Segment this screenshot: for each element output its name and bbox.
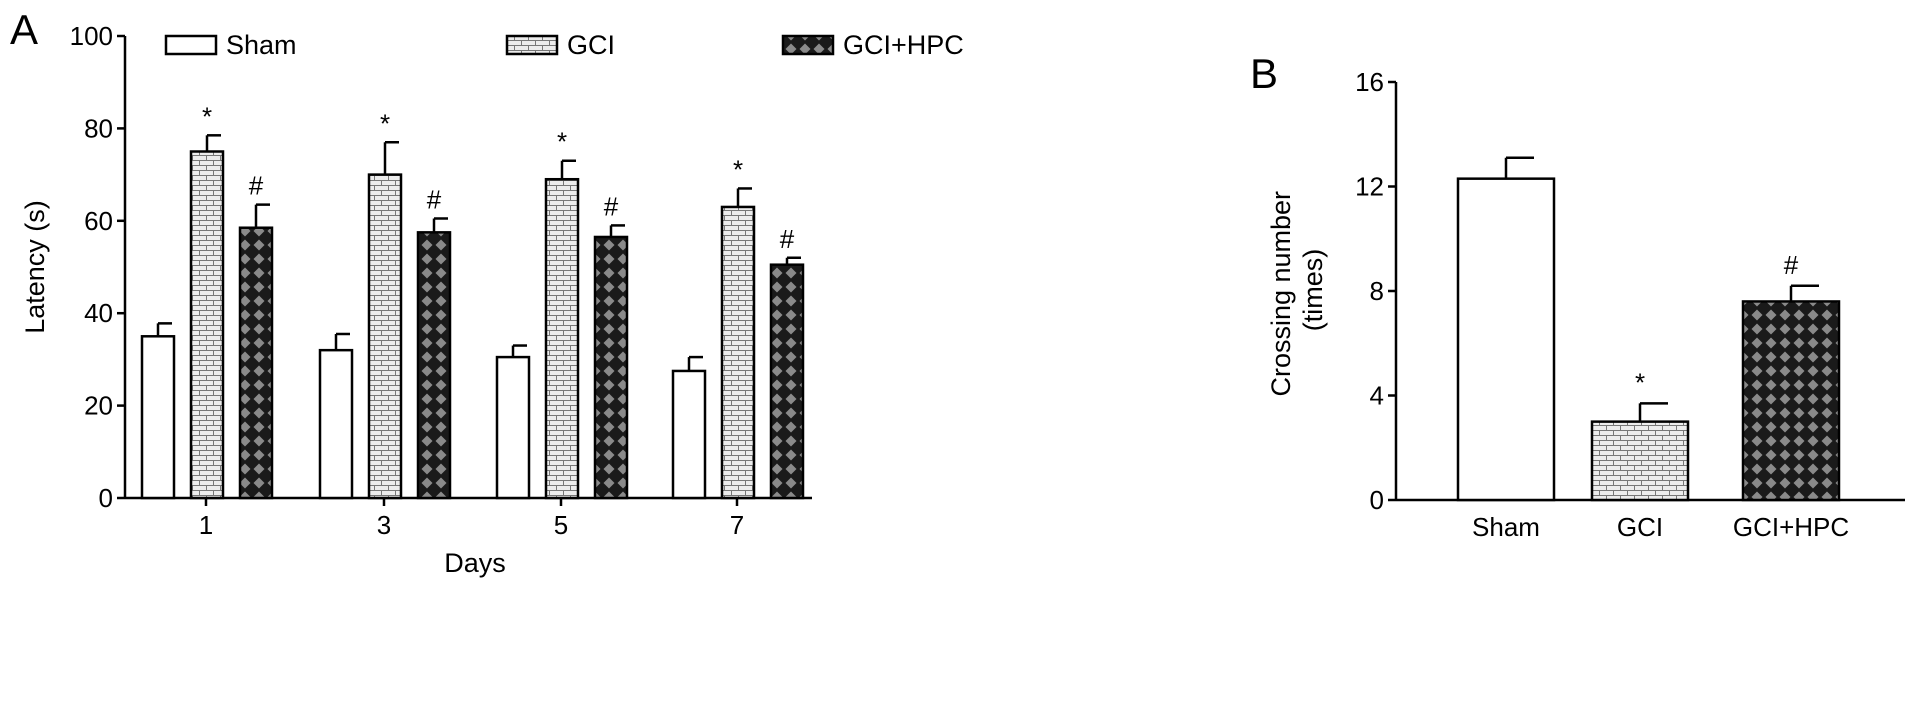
panel-b-y-tick-label: 8 — [1370, 276, 1384, 306]
panel-b-bar-gci — [1590, 420, 1690, 502]
bar-sham-day-3 — [318, 348, 354, 500]
panel-b-y-tick-label: 4 — [1370, 381, 1384, 411]
bar-sham-day-5 — [495, 355, 531, 500]
panel-a-x-tick-label: 1 — [199, 510, 213, 540]
panel-b-x-tick-label: GCI — [1617, 512, 1663, 542]
significance-mark: # — [780, 224, 795, 254]
panel-b-y-tick-label: 12 — [1355, 172, 1384, 202]
panel-b-y-axis-label: Crossing number (times) — [1266, 183, 1328, 396]
bar-gci-hpc-day-3 — [416, 231, 452, 500]
legend-label-sham: Sham — [226, 30, 297, 60]
bar-gci-hpc-day-7 — [769, 263, 805, 500]
panel-b-x-tick-label: GCI+HPC — [1733, 512, 1849, 542]
panel-a-bars: * # * # * # * # — [140, 101, 805, 500]
significance-mark: * — [380, 108, 390, 138]
legend-label-gci-hpc: GCI+HPC — [843, 30, 964, 60]
bar-gci-day-1 — [189, 150, 225, 500]
panel-b-y-tick-label: 0 — [1370, 485, 1384, 515]
panel-a-x-tick-label: 7 — [730, 510, 744, 540]
legend-swatch-sham — [164, 34, 218, 56]
panel-b-letter: B — [1250, 50, 1278, 97]
panel-b-bar-sham — [1456, 177, 1556, 502]
panel-a-y-axis-label: Latency (s) — [20, 200, 50, 334]
panel-b-y-axis-label-line1: Crossing number — [1266, 191, 1296, 397]
panel-a-legend: Sham GCI GCI+HPC — [164, 30, 964, 60]
panel-b-bar-gci-hpc — [1741, 300, 1841, 502]
panel-b-y-axis-label-line2: (times) — [1298, 249, 1328, 332]
significance-mark: * — [202, 101, 212, 131]
significance-mark: # — [249, 171, 264, 201]
panel-b-significance-mark: # — [1784, 250, 1799, 280]
significance-mark: * — [733, 154, 743, 184]
panel-a-y-tick-label: 100 — [70, 21, 113, 51]
significance-mark: # — [427, 184, 442, 214]
panel-a-y-tick-label: 0 — [99, 483, 113, 513]
bar-sham-day-7 — [671, 369, 707, 500]
bar-gci-day-5 — [544, 177, 580, 500]
bar-gci-hpc-day-5 — [593, 235, 629, 500]
panel-b-bars: *# — [1456, 156, 1841, 502]
panel-b-x-tick-label: Sham — [1472, 512, 1540, 542]
panel-a-y-tick-label: 60 — [84, 206, 113, 236]
panel-a-x-tick-label: 3 — [377, 510, 391, 540]
panel-a: A 0 20 40 60 80 100 1 3 5 7 * # * # * # * # Sham GCI GCI+H… — [10, 6, 964, 578]
panel-a-y-tick-label: 40 — [84, 298, 113, 328]
bar-sham-day-1 — [140, 335, 176, 500]
panel-a-letter: A — [10, 6, 38, 53]
bar-gci-hpc-day-1 — [238, 226, 274, 500]
panel-a-y-tick-label: 20 — [84, 391, 113, 421]
panel-b-significance-mark: * — [1635, 367, 1645, 397]
panel-b-y-tick-label: 16 — [1355, 67, 1384, 97]
bar-gci-day-7 — [720, 205, 756, 500]
legend-label-gci: GCI — [567, 30, 615, 60]
panel-a-x-axis-label: Days — [444, 548, 506, 578]
significance-mark: # — [604, 191, 619, 221]
bar-gci-day-3 — [367, 173, 403, 500]
legend-swatch-gci-hpc — [781, 34, 835, 56]
significance-mark: * — [557, 127, 567, 157]
legend-swatch-gci — [505, 34, 559, 56]
panel-a-x-tick-label: 5 — [554, 510, 568, 540]
panel-a-y-tick-label: 80 — [84, 113, 113, 143]
